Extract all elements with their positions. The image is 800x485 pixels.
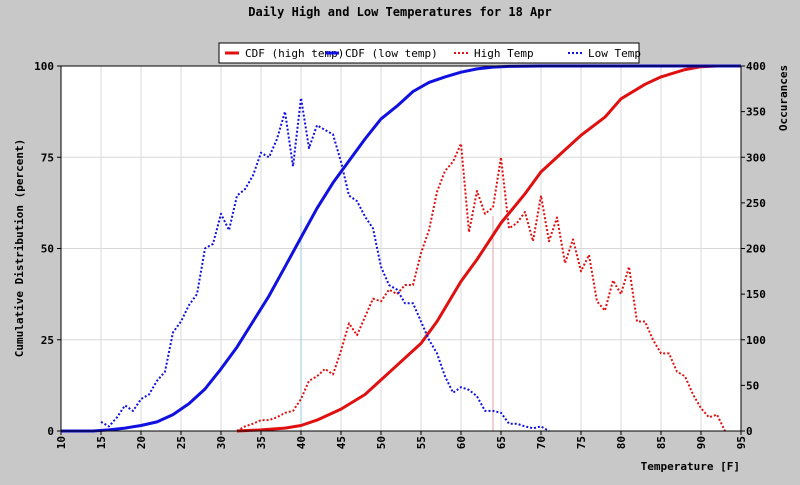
x-tick-35: 35 bbox=[255, 436, 268, 449]
x-tick-15: 15 bbox=[95, 436, 108, 449]
legend-label-1: CDF (low temp) bbox=[345, 47, 438, 60]
x-tick-85: 85 bbox=[655, 436, 668, 449]
x-tick-65: 65 bbox=[495, 436, 508, 449]
y-axis-right-label: Occurances bbox=[777, 65, 790, 131]
y-left-tick-0: 0 bbox=[47, 425, 54, 438]
y-right-tick-250: 250 bbox=[746, 197, 766, 210]
x-tick-45: 45 bbox=[335, 436, 348, 449]
series-layer bbox=[61, 64, 741, 433]
y-right-tick-150: 150 bbox=[746, 288, 766, 301]
x-tick-80: 80 bbox=[615, 436, 628, 449]
y-left-tick-50: 50 bbox=[41, 243, 54, 256]
x-tick-40: 40 bbox=[295, 436, 308, 449]
x-tick-75: 75 bbox=[575, 436, 588, 449]
y-right-tick-200: 200 bbox=[746, 243, 766, 256]
x-tick-20: 20 bbox=[135, 436, 148, 449]
y-right-tick-300: 300 bbox=[746, 151, 766, 164]
x-tick-50: 50 bbox=[375, 436, 388, 449]
y-right-tick-50: 50 bbox=[746, 379, 759, 392]
x-tick-70: 70 bbox=[535, 436, 548, 449]
legend-items: CDF (high temp) CDF (low temp) High Temp Lo… bbox=[225, 47, 641, 60]
y-axis-left-label: Cumulative Distribution (percent) bbox=[13, 139, 26, 358]
x-tick-25: 25 bbox=[175, 436, 188, 449]
series-line-1 bbox=[61, 64, 741, 433]
series-line-3 bbox=[100, 96, 550, 432]
x-tick-60: 60 bbox=[455, 436, 468, 449]
chart-title: Daily High and Low Temperatures for 18 A… bbox=[248, 5, 551, 19]
y-left-tick-25: 25 bbox=[41, 334, 54, 347]
grid-layer bbox=[61, 66, 741, 431]
x-tick-95: 95 bbox=[735, 436, 748, 449]
legend-label-3: Low Temp bbox=[588, 47, 641, 60]
y-right-tick-400: 400 bbox=[746, 60, 766, 73]
legend-label-2: High Temp bbox=[474, 47, 534, 60]
y-left-tick-75: 75 bbox=[41, 151, 54, 164]
x-tick-55: 55 bbox=[415, 436, 428, 449]
y-right-tick-350: 350 bbox=[746, 106, 766, 119]
y-left-tick-100: 100 bbox=[34, 60, 54, 73]
y-right-tick-100: 100 bbox=[746, 334, 766, 347]
legend: CDF (high temp) CDF (low temp) High Temp Lo… bbox=[218, 42, 641, 64]
legend-label-0: CDF (high temp) bbox=[245, 47, 344, 60]
x-tick-10: 10 bbox=[55, 436, 68, 449]
x-tick-30: 30 bbox=[215, 436, 228, 449]
marker-layer bbox=[300, 216, 494, 431]
y-right-tick-0: 0 bbox=[746, 425, 753, 438]
legend-box bbox=[218, 42, 640, 64]
series-line-2 bbox=[236, 142, 726, 432]
tick-layer: 0 25 50 75 100 0 50 100 150 200 250 300 350 400 10 15 20… bbox=[34, 60, 766, 449]
x-axis-label: Temperature [F] bbox=[641, 460, 740, 473]
x-tick-90: 90 bbox=[695, 436, 708, 449]
series-line-0 bbox=[236, 64, 741, 433]
